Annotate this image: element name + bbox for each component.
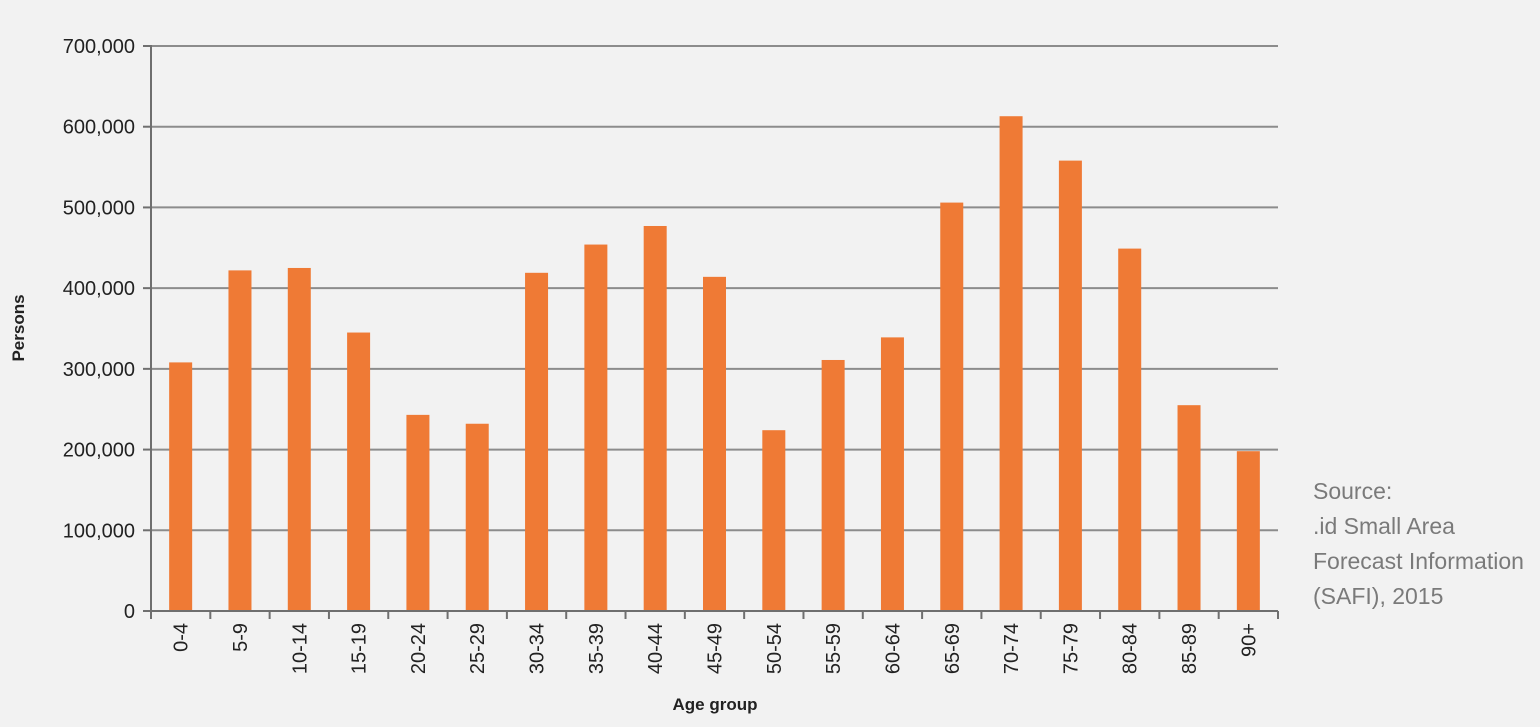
bar-30-34 (525, 272, 549, 611)
x-tick-label: 90+ (1238, 623, 1260, 657)
bar-45-49 (703, 276, 726, 611)
x-tick-label: 70-74 (1001, 623, 1023, 674)
x-tick-label: 55-59 (823, 623, 845, 674)
x-tick-label: 45-49 (705, 623, 727, 674)
y-tick-label: 300,000 (63, 359, 135, 381)
x-tick-labels: 0-4 5-9 10-14 15-19 20-24 25-29 30-34 35-39 40-4… (171, 623, 1261, 674)
y-tick-label: 700,000 (63, 36, 135, 58)
y-tick-label: 400,000 (63, 278, 135, 300)
bar-0-4 (169, 362, 193, 611)
bar-85-89 (1177, 405, 1201, 611)
x-tick-label: 10-14 (289, 623, 311, 674)
bar-90+ (1236, 451, 1260, 611)
y-tick-label: 100,000 (63, 520, 135, 542)
bar-10-14 (287, 267, 311, 611)
bar-70-74 (999, 116, 1023, 611)
bar-40-44 (643, 225, 667, 611)
x-tick-label: 75-79 (1060, 623, 1082, 674)
x-tick-label: 20-24 (408, 623, 430, 674)
bar-50-54 (762, 430, 786, 611)
bar-35-39 (584, 244, 608, 612)
source-note: Source: .id Small Area Forecast Informat… (1313, 474, 1538, 614)
x-tick-label: 80-84 (1120, 623, 1142, 674)
x-tick-label: 65-69 (942, 623, 964, 674)
x-tick-label: 25-29 (467, 623, 489, 674)
x-tick-label: 0-4 (171, 623, 193, 652)
x-tick-label: 85-89 (1179, 623, 1201, 674)
bar-25-29 (465, 423, 489, 611)
bar-series (169, 116, 1260, 612)
bar-60-64 (880, 337, 904, 611)
y-tick-label: 600,000 (63, 117, 135, 139)
source-line: Forecast Information (1313, 548, 1524, 574)
y-tick-label: 0 (124, 601, 135, 623)
source-line: Source: (1313, 478, 1393, 504)
bar-15-19 (347, 332, 371, 611)
bar-5-9 (228, 270, 252, 611)
x-tick-label: 60-64 (882, 623, 904, 674)
source-line: .id Small Area (1313, 513, 1455, 539)
source-line: (SAFI), 2015 (1313, 583, 1444, 609)
x-tick-label: 40-44 (645, 623, 667, 674)
x-tick-label: 30-34 (527, 623, 549, 674)
bar-75-79 (1058, 160, 1082, 611)
bar-65-69 (940, 202, 964, 612)
y-tick-labels: 0 100,000 200,000 300,000 400,000 500,000 600,… (63, 36, 135, 623)
x-tick-label: 50-54 (764, 623, 786, 674)
y-tick-label: 200,000 (63, 440, 135, 462)
bar-55-59 (821, 359, 845, 611)
x-tick-label: 15-19 (349, 623, 371, 674)
y-axis-title: Persons (9, 294, 28, 361)
y-tick-label: 500,000 (63, 197, 135, 219)
bar-20-24 (406, 414, 430, 611)
x-tick-label: 35-39 (586, 623, 608, 674)
x-axis-title: Age group (673, 695, 758, 714)
axes (143, 45, 1279, 619)
x-tick-label: 5-9 (230, 623, 252, 652)
bar-80-84 (1118, 248, 1142, 612)
